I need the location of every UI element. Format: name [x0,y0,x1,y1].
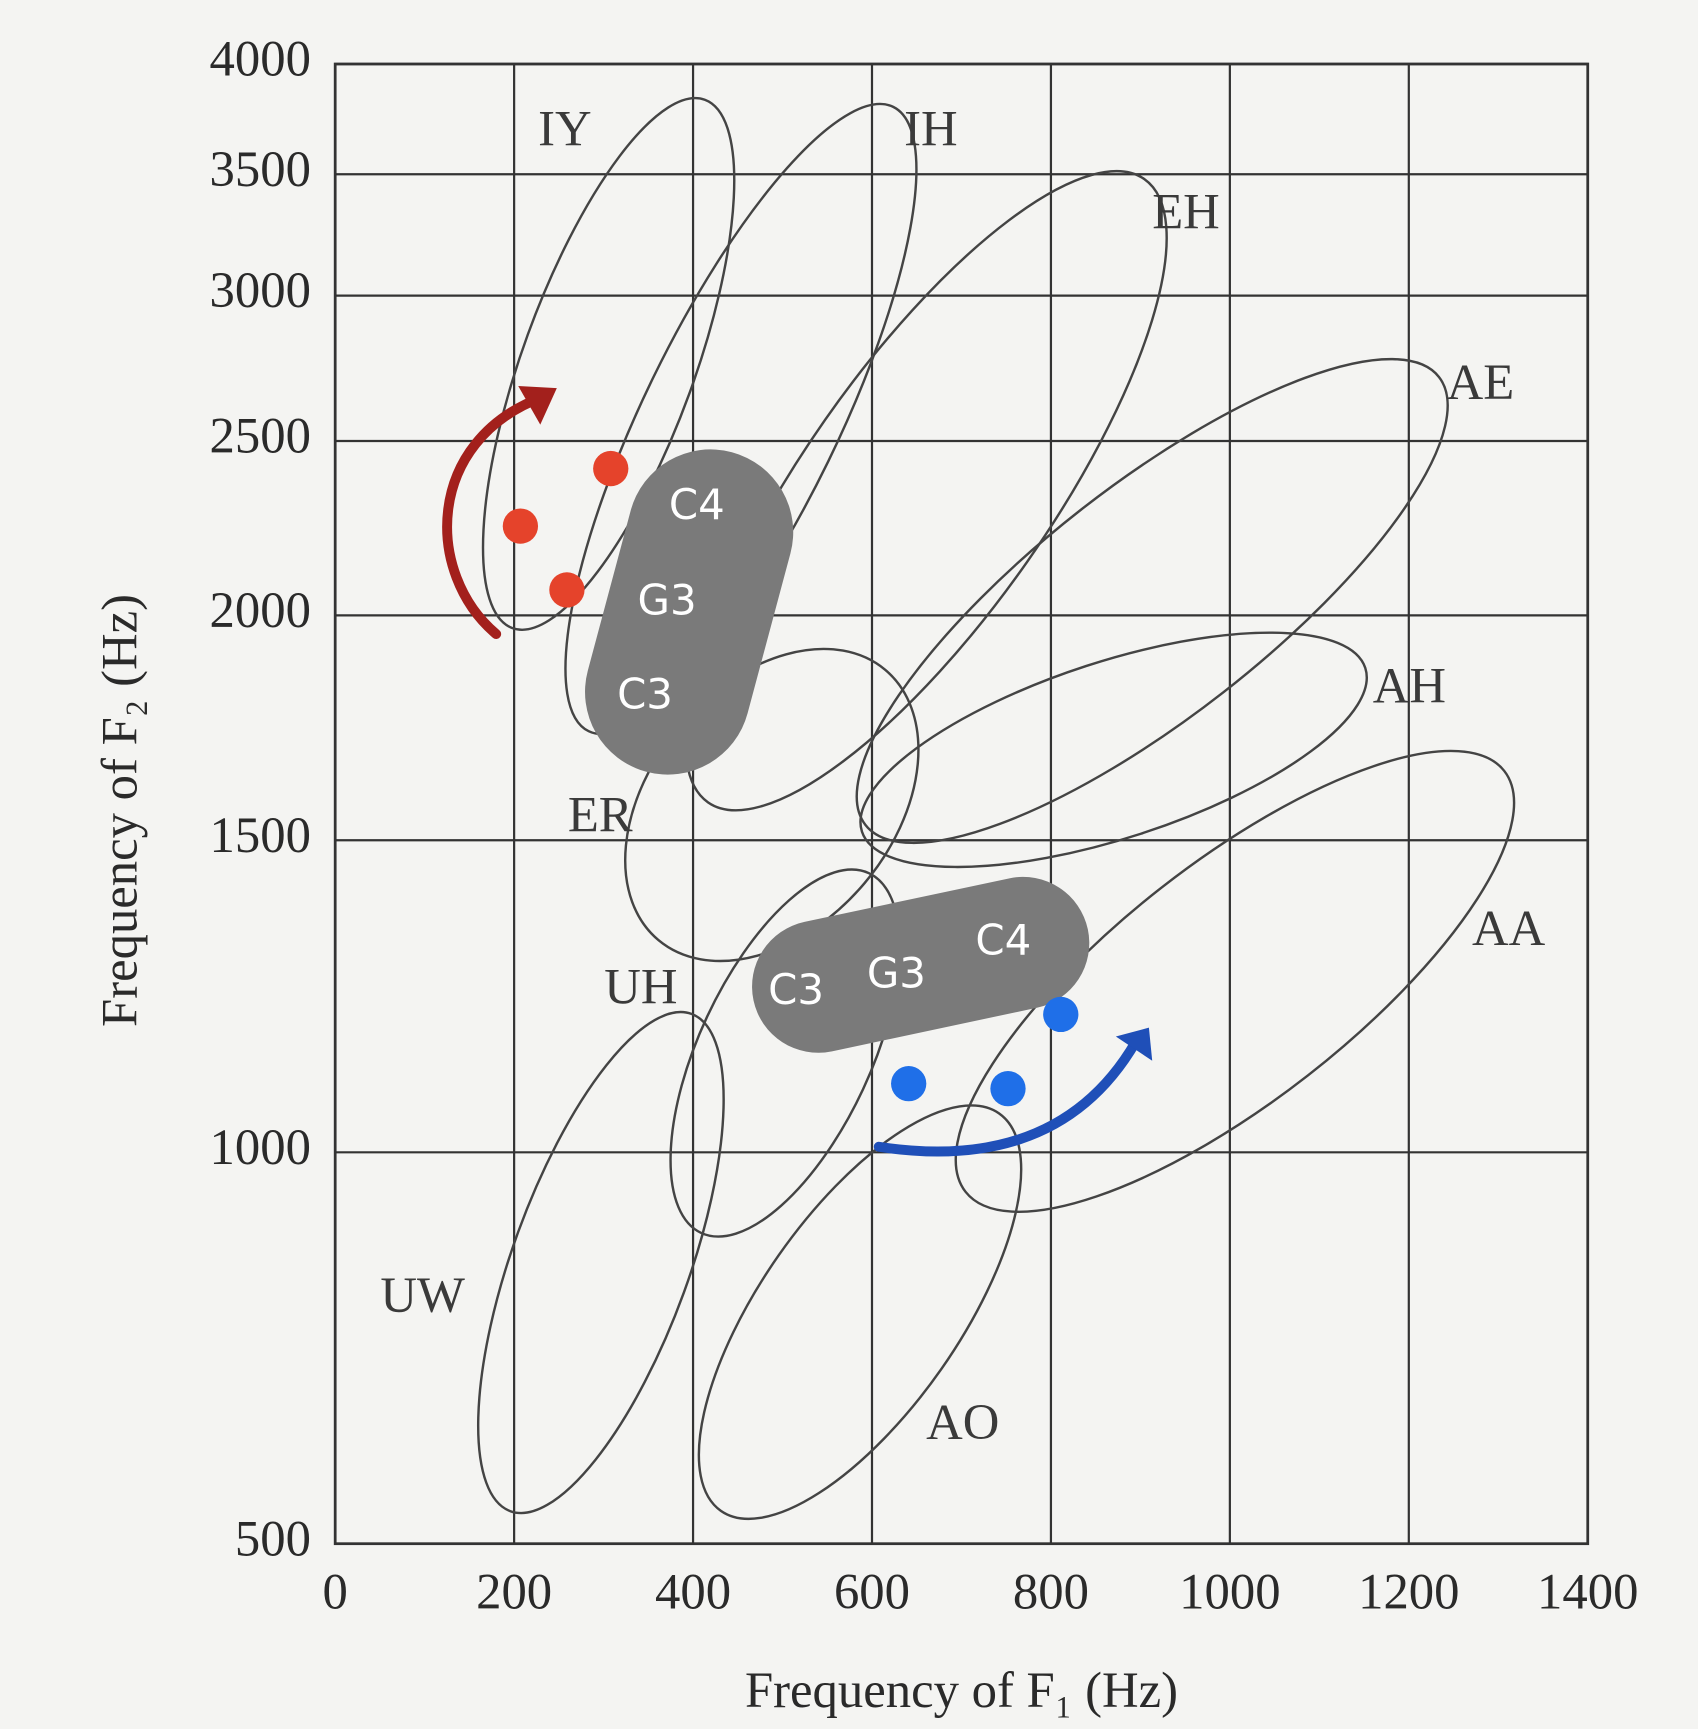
point [990,1071,1026,1107]
annotation: G3 [867,948,926,997]
y-axis-label: Frequency of F₂ (Hz) [92,594,148,1027]
point [1043,996,1079,1033]
point [502,508,539,544]
x-tick-label: 200 [476,1563,552,1619]
region-label: IY [538,101,592,157]
annotation: C4 [975,915,1031,964]
region-label: ER [568,786,633,842]
arrow [873,1037,1141,1157]
region-outline [855,357,1449,845]
x-tick-label: 1400 [1537,1563,1638,1619]
vowel-regions [476,96,1516,1521]
region-outline [697,1104,1023,1521]
region-outline [481,96,736,631]
region-outline [476,1010,725,1515]
region-label: EH [1152,183,1220,239]
region-label: AE [1447,354,1515,410]
y-tick-label: 2500 [210,408,311,464]
x-tick-label: 400 [655,1563,731,1619]
region-outline [954,749,1516,1213]
annotation: C3 [768,965,824,1014]
points [502,450,1079,1107]
y-tick-label: 3500 [210,141,311,197]
annotation-blobs: C4 G3 C3 C3 G3 C4 [585,449,1090,1053]
region-label: IH [904,101,958,157]
region-outline [859,631,1368,869]
y-tick-label: 2000 [210,582,311,638]
y-tick-label: 500 [235,1510,311,1566]
x-axis-label: Frequency of F₁ (Hz) [745,1662,1178,1718]
grid [334,62,1589,1545]
x-tick-label: 1200 [1358,1563,1459,1619]
arrows [442,385,1153,1157]
x-tick-label: 600 [834,1563,910,1619]
arrowhead [1115,1027,1153,1061]
region-label: UW [380,1267,465,1323]
point [549,572,585,608]
region-outline [684,169,1168,812]
annotation: C3 [617,669,673,718]
annotation: C4 [669,480,725,529]
x-tick-label: 800 [1013,1563,1089,1619]
y-tick-label: 3000 [210,262,311,318]
region-label: AH [1373,657,1446,713]
highlight-blob [752,876,1090,1053]
highlight-blob [585,449,794,775]
x-tick-label: 1000 [1179,1563,1280,1619]
plot-frame [333,62,1590,1546]
ticks: 0 200 400 600 800 1000 1200 1400 500 1000 1500 2000… [210,31,1639,1620]
arrow [442,392,548,640]
x-tick-label: 0 [323,1563,348,1619]
region-labels: IY IH EH AE AH AA ER UH UW AO [380,101,1545,1450]
arrowhead [518,385,557,425]
annotation: G3 [638,576,697,625]
region-label: UH [604,958,677,1014]
point [593,450,629,487]
region-outline [564,102,918,736]
region-label: AA [1472,900,1546,956]
y-tick-label: 4000 [210,31,311,87]
region-label: AO [926,1394,999,1450]
y-tick-label: 1000 [210,1119,311,1175]
region-outline [669,868,901,1238]
point [891,1066,927,1102]
y-tick-label: 1500 [210,807,311,863]
